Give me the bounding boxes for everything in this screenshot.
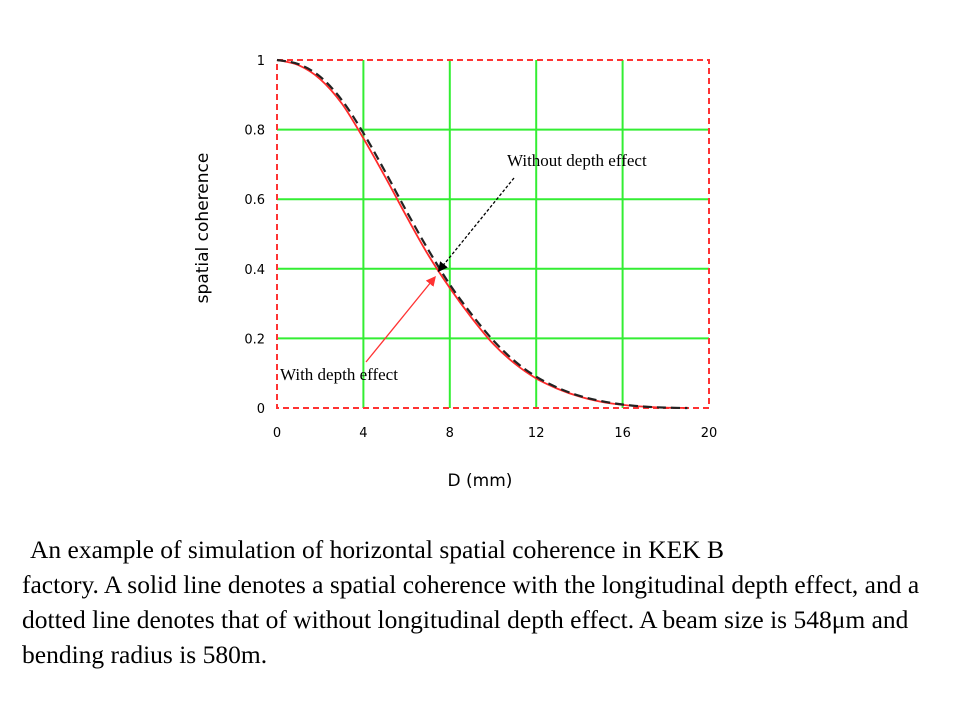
y-tick-1: 0.2 (244, 332, 265, 347)
y-tick-5: 1 (257, 54, 265, 69)
y-tick-3: 0.6 (244, 193, 265, 208)
x-tick-1: 4 (359, 426, 367, 441)
y-tick-0: 0 (257, 402, 265, 417)
x-tick-0: 0 (273, 426, 281, 441)
y-tick-2: 0.4 (244, 263, 265, 278)
series-line-dashed (276, 58, 688, 410)
caption-rest: factory. A solid line denotes a spatial … (22, 570, 920, 669)
annotation-with-depth: With depth effect (280, 365, 398, 384)
plot-frame (276, 59, 710, 409)
x-tick-3: 12 (528, 426, 545, 441)
coherence-chart: 0 4 8 12 16 20 0 0.2 0.4 0.6 0.8 1 D (mm) spatial … (193, 54, 717, 491)
series-line-solid (276, 59, 688, 409)
grid-lines (277, 60, 709, 408)
y-tick-4: 0.8 (244, 124, 265, 139)
x-tick-4: 16 (614, 426, 631, 441)
y-tick-labels: 0 0.2 0.4 0.6 0.8 1 (244, 54, 265, 417)
annotation-arrow-1 (365, 275, 436, 363)
caption-line-1: An example of simulation of horizontal s… (30, 535, 724, 564)
y-axis-label: spatial coherence (193, 153, 213, 304)
x-tick-2: 8 (446, 426, 454, 441)
caption: An example of simulation of horizontal s… (22, 532, 942, 672)
annotation-without-depth: Without depth effect (507, 151, 647, 170)
x-tick-5: 20 (701, 426, 718, 441)
x-tick-labels: 0 4 8 12 16 20 (273, 426, 717, 441)
annotations: Without depth effect With depth effect (280, 151, 647, 384)
x-axis-label: D (mm) (448, 471, 513, 491)
series-group (276, 58, 688, 410)
